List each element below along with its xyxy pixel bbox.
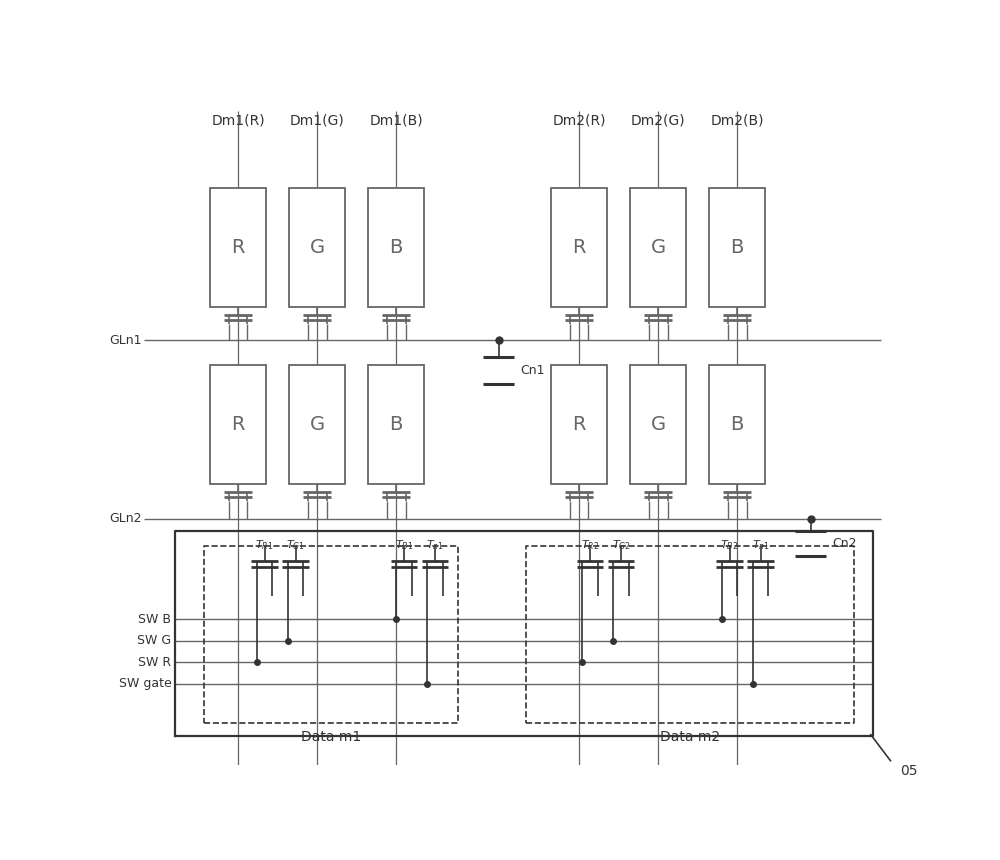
Text: Cn2: Cn2 <box>833 537 857 550</box>
Text: G: G <box>310 415 325 434</box>
Text: R: R <box>231 238 245 257</box>
Text: Dm2(R): Dm2(R) <box>552 114 606 127</box>
Bar <box>210 187 266 307</box>
Bar <box>289 365 345 484</box>
Text: G: G <box>310 238 325 257</box>
Text: B: B <box>390 238 403 257</box>
Text: G: G <box>651 415 666 434</box>
Text: 05: 05 <box>900 764 918 777</box>
Bar <box>630 365 686 484</box>
Text: G: G <box>651 238 666 257</box>
Bar <box>709 365 765 484</box>
Text: $T_{R1}$: $T_{R1}$ <box>255 538 274 552</box>
Text: SW R: SW R <box>138 655 172 669</box>
Bar <box>551 365 607 484</box>
Text: $T_{G2}$: $T_{G2}$ <box>612 538 630 552</box>
Text: Dm1(R): Dm1(R) <box>211 114 265 127</box>
Text: SW B: SW B <box>138 612 172 625</box>
Text: B: B <box>390 415 403 434</box>
Text: $T_{B1}$: $T_{B1}$ <box>395 538 413 552</box>
Text: SW G: SW G <box>137 634 172 648</box>
Text: R: R <box>231 415 245 434</box>
Text: $T_{n1}$: $T_{n1}$ <box>426 538 444 552</box>
Text: Dm1(G): Dm1(G) <box>290 114 345 127</box>
Bar <box>630 187 686 307</box>
Bar <box>289 187 345 307</box>
Text: SW gate: SW gate <box>119 678 172 691</box>
Text: B: B <box>731 415 744 434</box>
Text: Cn1: Cn1 <box>520 365 545 378</box>
Bar <box>368 365 424 484</box>
Bar <box>709 187 765 307</box>
Bar <box>551 187 607 307</box>
Text: $T_{n1}$: $T_{n1}$ <box>752 538 769 552</box>
Text: Data m1: Data m1 <box>301 730 361 744</box>
Text: Dm2(G): Dm2(G) <box>631 114 686 127</box>
Text: Dm2(B): Dm2(B) <box>710 114 764 127</box>
Text: GLn2: GLn2 <box>110 513 142 525</box>
Text: B: B <box>731 238 744 257</box>
Bar <box>210 365 266 484</box>
Text: $T_{G1}$: $T_{G1}$ <box>286 538 305 552</box>
Text: GLn1: GLn1 <box>110 334 142 347</box>
Text: $T_{R2}$: $T_{R2}$ <box>581 538 599 552</box>
Text: $T_{B2}$: $T_{B2}$ <box>720 538 739 552</box>
Bar <box>368 187 424 307</box>
Text: Dm1(B): Dm1(B) <box>369 114 423 127</box>
Text: Data m2: Data m2 <box>660 730 720 744</box>
Text: R: R <box>572 238 586 257</box>
Text: R: R <box>572 415 586 434</box>
